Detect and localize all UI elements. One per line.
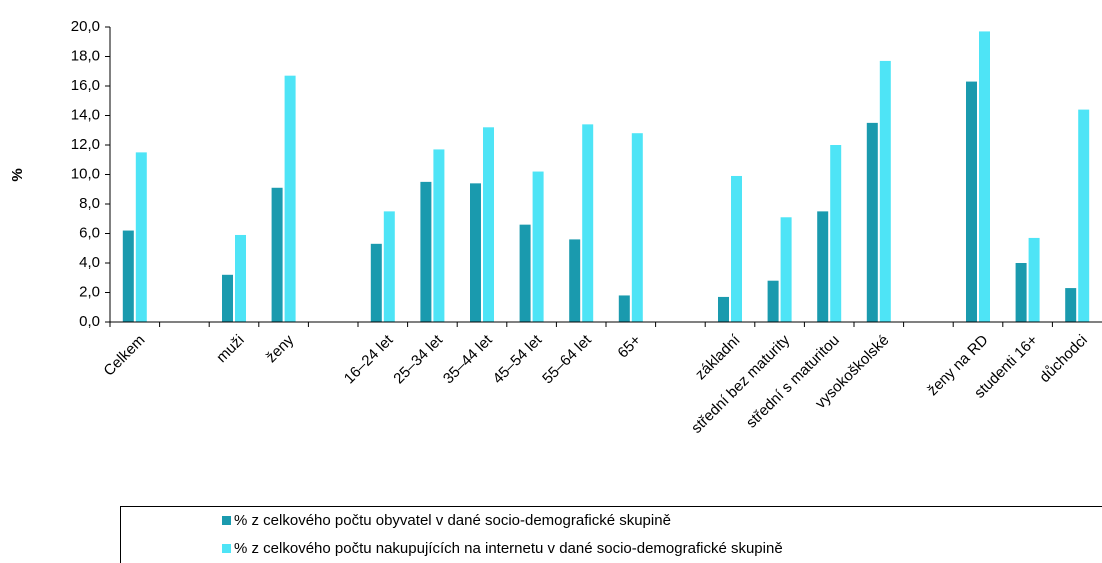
x-tick-label: ženy xyxy=(263,331,298,366)
y-tick-label: 18,0 xyxy=(71,47,100,64)
bar xyxy=(235,234,246,322)
bar xyxy=(966,81,977,322)
y-tick-label: 2,0 xyxy=(79,283,100,300)
bar xyxy=(830,145,842,322)
y-tick-label: 8,0 xyxy=(79,195,100,212)
legend-swatch xyxy=(222,544,231,553)
x-tick-label: 16–24 let xyxy=(341,331,397,387)
bar xyxy=(866,122,878,322)
bar xyxy=(135,152,147,322)
bar xyxy=(569,239,581,322)
y-tick-label: 14,0 xyxy=(71,106,100,123)
bar xyxy=(1065,288,1077,322)
bar xyxy=(767,280,779,322)
bar xyxy=(979,31,990,323)
y-tick-label: 0,0 xyxy=(79,313,100,330)
bar xyxy=(817,211,829,322)
bar xyxy=(519,224,531,322)
bar xyxy=(718,296,729,322)
x-tick-label: 65+ xyxy=(614,331,644,361)
bar xyxy=(879,60,891,323)
bar xyxy=(618,295,630,322)
bar xyxy=(582,124,594,322)
y-tick-label: 16,0 xyxy=(71,77,100,94)
y-tick-label: 6,0 xyxy=(79,224,100,241)
y-tick-label: 12,0 xyxy=(71,136,100,153)
x-tick-label: 35–44 let xyxy=(440,331,496,387)
bar xyxy=(122,230,134,322)
legend-label: % z celkového počtu obyvatel v dané soci… xyxy=(234,512,671,529)
y-tick-label: 4,0 xyxy=(79,254,100,271)
y-axis-label: % xyxy=(9,168,26,181)
bar xyxy=(631,133,643,322)
x-tick-label: 25–34 let xyxy=(390,331,446,387)
bar xyxy=(780,217,792,322)
bar xyxy=(731,175,742,322)
x-tick-label: 45–54 let xyxy=(490,331,546,387)
x-tick-label: muži xyxy=(213,332,247,366)
y-tick-label: 10,0 xyxy=(71,165,100,182)
bar xyxy=(370,243,382,322)
bar xyxy=(1028,237,1040,322)
x-tick-label: 55–64 let xyxy=(539,331,595,387)
bar xyxy=(284,75,296,322)
x-tick-label: důchodci xyxy=(1036,332,1090,386)
bar xyxy=(1015,263,1027,322)
bar xyxy=(1078,109,1090,322)
legend-box xyxy=(120,506,1102,563)
y-tick-label: 20,0 xyxy=(71,18,100,35)
legend-swatch xyxy=(222,516,231,525)
bar xyxy=(532,171,544,322)
legend-label: % z celkového počtu nakupujících na inte… xyxy=(234,540,783,557)
bar xyxy=(483,127,494,322)
bar xyxy=(420,181,432,322)
bar xyxy=(433,149,445,322)
x-tick-label: Celkem xyxy=(100,332,148,380)
bar xyxy=(271,187,283,322)
bar xyxy=(222,274,233,322)
x-tick-label: střední s maturitou xyxy=(743,332,843,432)
bar xyxy=(470,183,481,322)
bar xyxy=(383,211,395,322)
